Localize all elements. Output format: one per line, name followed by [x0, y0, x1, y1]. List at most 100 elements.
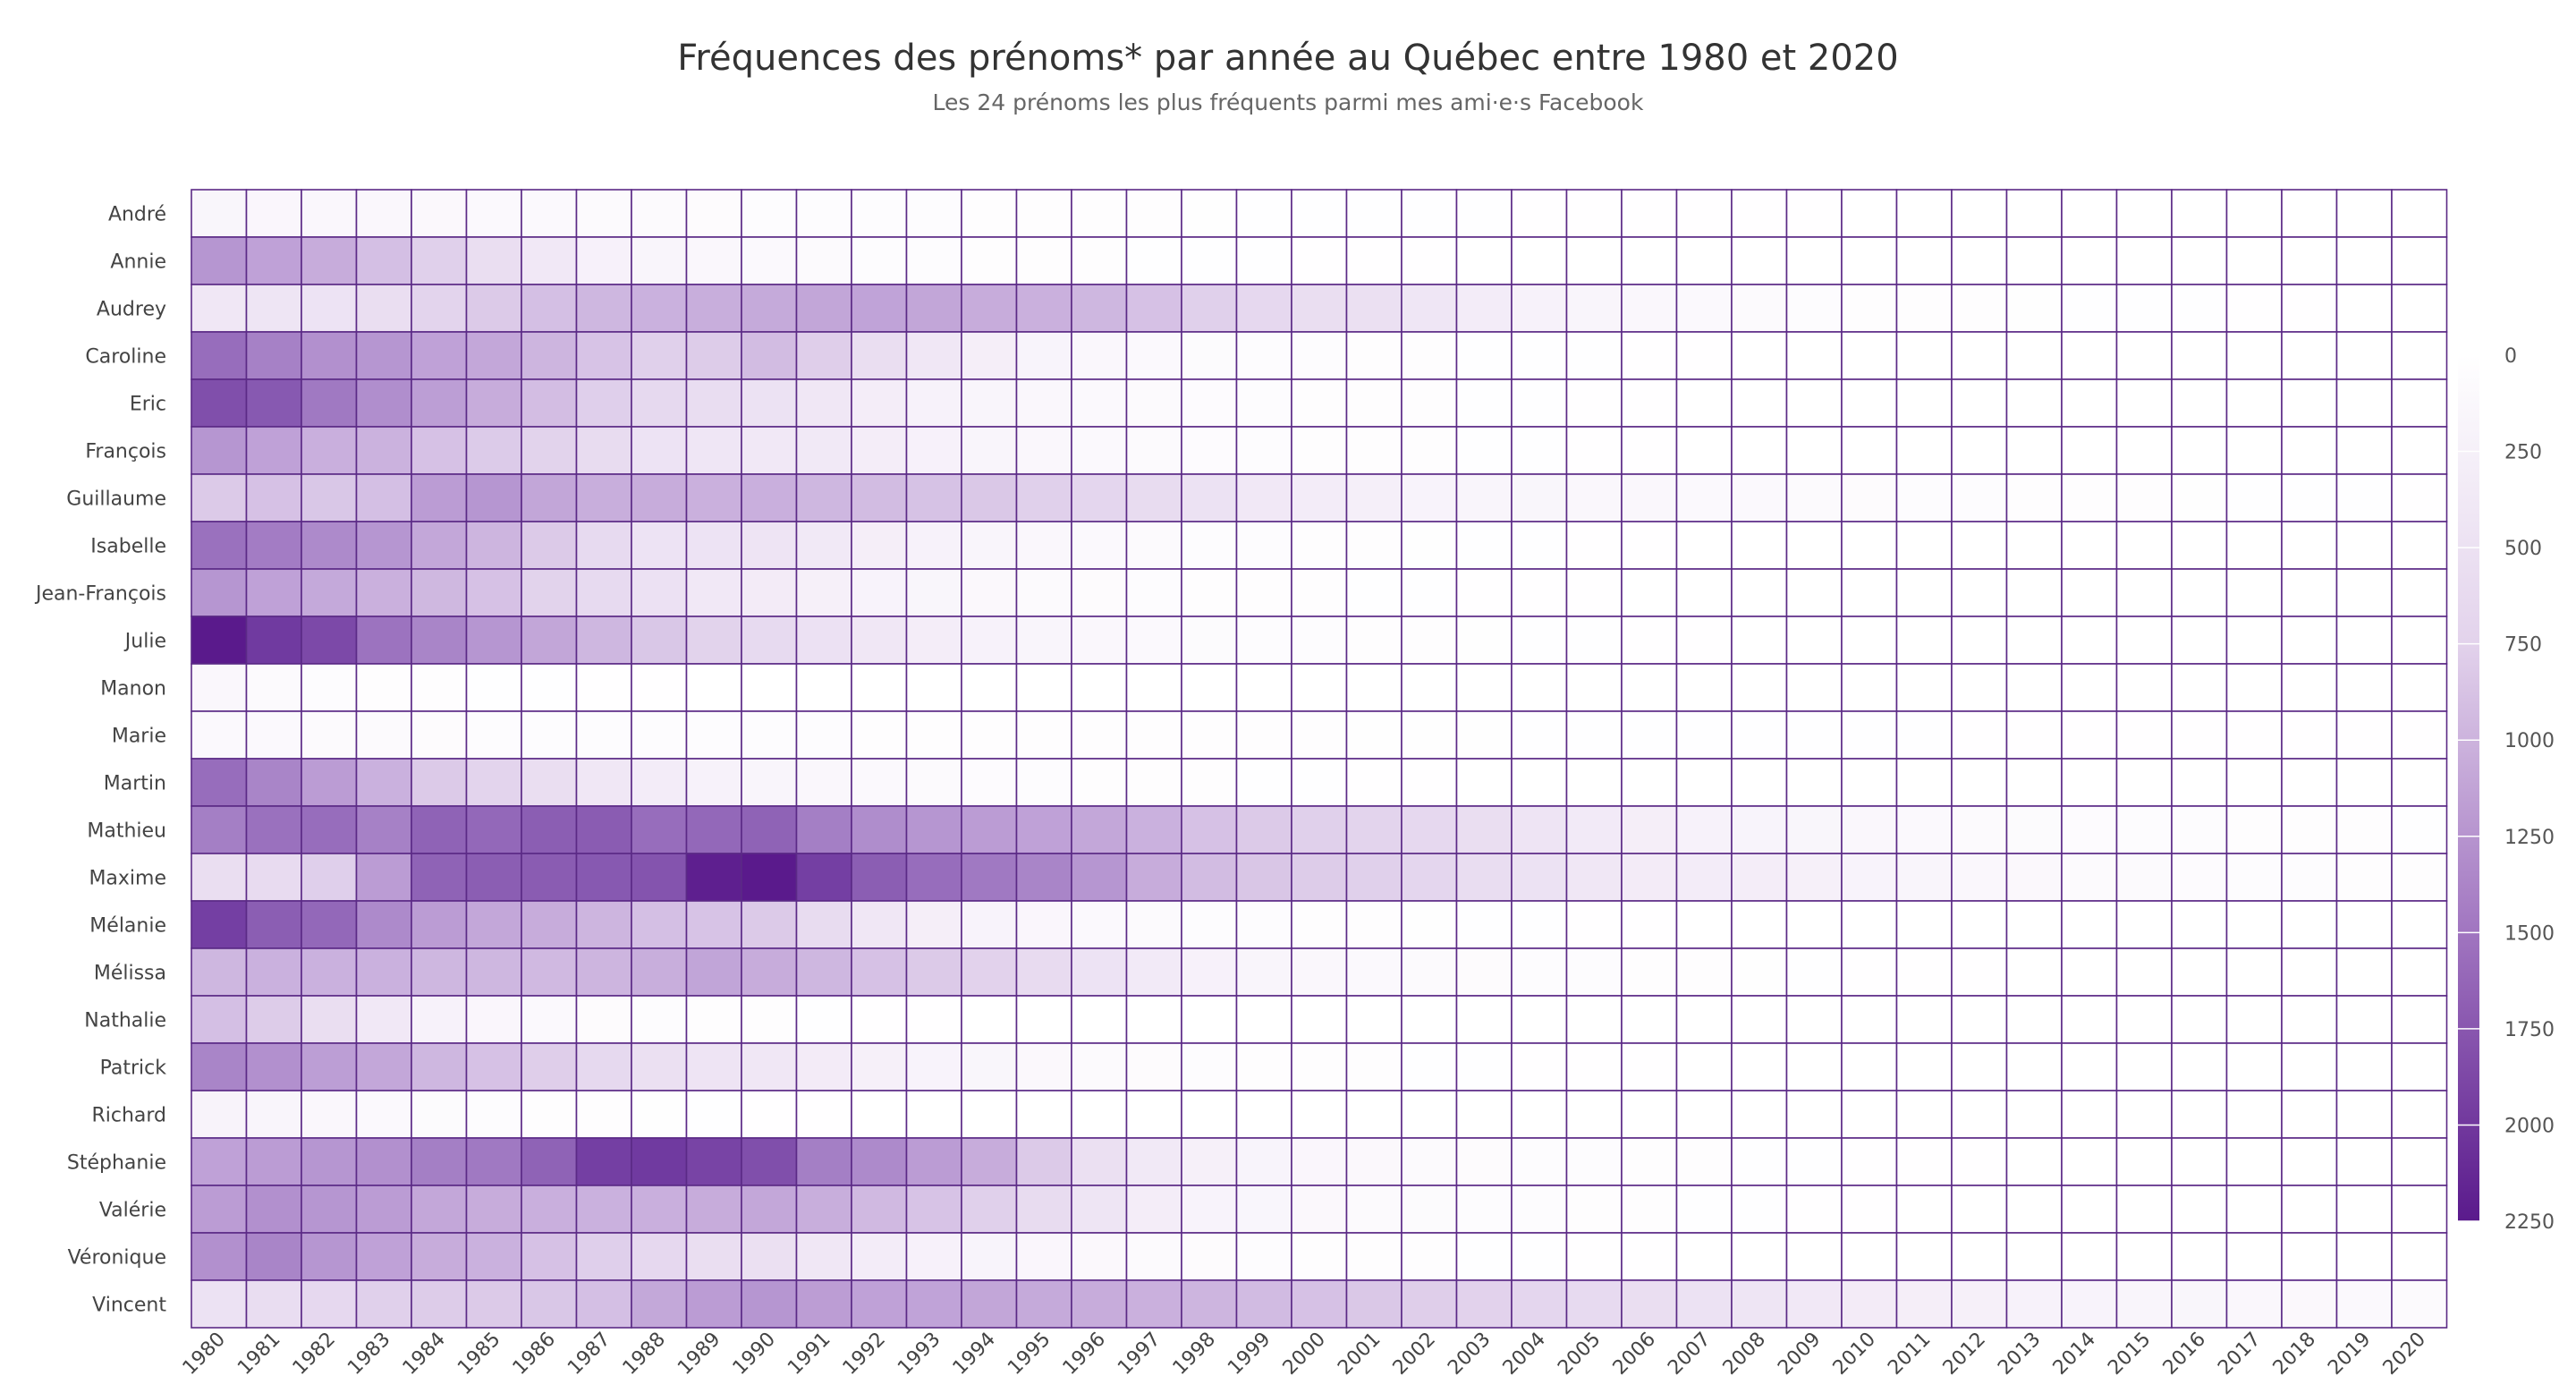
- heatmap-cell: [465, 616, 522, 665]
- heatmap-cell: [191, 1137, 248, 1186]
- heatmap-cell: [1401, 853, 1458, 902]
- heatmap-cell: [851, 1042, 908, 1091]
- heatmap-cell: [685, 1090, 742, 1139]
- heatmap-cell: [2225, 1185, 2283, 1234]
- colorbar-gradient: [2458, 355, 2479, 1221]
- heatmap-cell: [2335, 1232, 2393, 1281]
- heatmap-cell: [2335, 1137, 2393, 1186]
- heatmap-cell: [1675, 331, 1733, 380]
- heatmap-cell: [1511, 1232, 1568, 1281]
- heatmap-cell: [851, 995, 908, 1044]
- heatmap-cell: [1621, 236, 1678, 285]
- heatmap-cell: [355, 1185, 412, 1234]
- heatmap-cell: [1181, 1090, 1238, 1139]
- heatmap-cell: [1841, 331, 1898, 380]
- y-tick-label: Caroline: [85, 346, 166, 369]
- heatmap-cell: [1401, 236, 1458, 285]
- heatmap-cell: [1565, 1042, 1623, 1091]
- heatmap-cell: [1071, 805, 1128, 854]
- heatmap-cell: [905, 189, 962, 238]
- heatmap-cell: [575, 710, 632, 760]
- x-tick-label: 1989: [674, 1329, 724, 1380]
- heatmap-cell: [1071, 710, 1128, 760]
- heatmap-cell: [1125, 473, 1182, 522]
- y-tick-label: Véronique: [68, 1247, 166, 1270]
- heatmap-cell: [1345, 331, 1402, 380]
- heatmap-cell: [521, 236, 578, 285]
- heatmap-cell: [1951, 1090, 2008, 1139]
- x-tick-label: 1986: [509, 1329, 560, 1380]
- heatmap-cell: [1345, 1232, 1402, 1281]
- heatmap-cell: [905, 568, 962, 617]
- heatmap-cell: [685, 710, 742, 760]
- heatmap-cell: [1785, 284, 1843, 333]
- heatmap-cell: [1621, 710, 1678, 760]
- heatmap-cell: [631, 805, 688, 854]
- heatmap-cell: [2171, 331, 2228, 380]
- heatmap-cell: [795, 1042, 852, 1091]
- heatmap-cell: [411, 331, 468, 380]
- x-tick-label: 1990: [729, 1329, 780, 1380]
- heatmap-cell: [191, 568, 248, 617]
- x-tick-label: 2001: [1334, 1329, 1385, 1380]
- heatmap-cell: [851, 236, 908, 285]
- x-tick-label: 2012: [1939, 1329, 1990, 1380]
- heatmap-cell: [191, 284, 248, 333]
- heatmap-cell: [1731, 284, 1788, 333]
- heatmap-cell: [1841, 284, 1898, 333]
- heatmap-cell: [1565, 521, 1623, 570]
- heatmap-cell: [685, 853, 742, 902]
- heatmap-cell: [1291, 710, 1348, 760]
- y-tick-label: Stéphanie: [67, 1152, 166, 1175]
- heatmap-cell: [521, 521, 578, 570]
- heatmap-cell: [1621, 1137, 1678, 1186]
- heatmap-cell: [851, 1185, 908, 1234]
- heatmap-cell: [2115, 805, 2173, 854]
- heatmap-cell: [1181, 331, 1238, 380]
- heatmap-cell: [2225, 995, 2283, 1044]
- heatmap-cell: [741, 853, 798, 902]
- heatmap-cell: [2281, 568, 2338, 617]
- heatmap-cell: [1841, 189, 1898, 238]
- heatmap-cell: [1181, 189, 1238, 238]
- heatmap-cell: [2061, 710, 2118, 760]
- heatmap-cell: [1731, 900, 1788, 949]
- heatmap-cell: [1125, 710, 1182, 760]
- heatmap-cell: [191, 473, 248, 522]
- heatmap-cell: [1621, 663, 1678, 712]
- heatmap-cell: [961, 758, 1018, 807]
- heatmap-cell: [2171, 947, 2228, 997]
- heatmap-cell: [1841, 758, 1898, 807]
- heatmap-cell: [1291, 1232, 1348, 1281]
- heatmap-cell: [2005, 1090, 2063, 1139]
- heatmap-cell: [1455, 1042, 1513, 1091]
- heatmap-cell: [1621, 189, 1678, 238]
- heatmap-cell: [1455, 900, 1513, 949]
- heatmap-cell: [1785, 378, 1843, 428]
- heatmap-cell: [741, 568, 798, 617]
- heatmap-cell: [1951, 1232, 2008, 1281]
- heatmap-cell: [741, 1185, 798, 1234]
- heatmap-cell: [1621, 947, 1678, 997]
- heatmap-cell: [2391, 1232, 2448, 1281]
- heatmap-cell: [521, 710, 578, 760]
- heatmap-cell: [2391, 426, 2448, 475]
- heatmap-cell: [851, 331, 908, 380]
- heatmap-cell: [1675, 1042, 1733, 1091]
- heatmap-cell: [1125, 1232, 1182, 1281]
- heatmap-cell: [2281, 1042, 2338, 1091]
- heatmap-cell: [1125, 805, 1182, 854]
- heatmap-cell: [2005, 1185, 2063, 1234]
- heatmap-cell: [2061, 616, 2118, 665]
- heatmap-cell: [1621, 758, 1678, 807]
- heatmap-cell: [1841, 1137, 1898, 1186]
- heatmap-cell: [1181, 1042, 1238, 1091]
- heatmap-cell: [2171, 616, 2228, 665]
- heatmap-cell: [245, 331, 302, 380]
- heatmap-cell: [245, 1137, 302, 1186]
- heatmap-cell: [1345, 995, 1402, 1044]
- heatmap-cell: [1291, 853, 1348, 902]
- heatmap-cell: [631, 663, 688, 712]
- heatmap-cell: [1015, 663, 1072, 712]
- y-tick-label: Nathalie: [84, 1010, 166, 1032]
